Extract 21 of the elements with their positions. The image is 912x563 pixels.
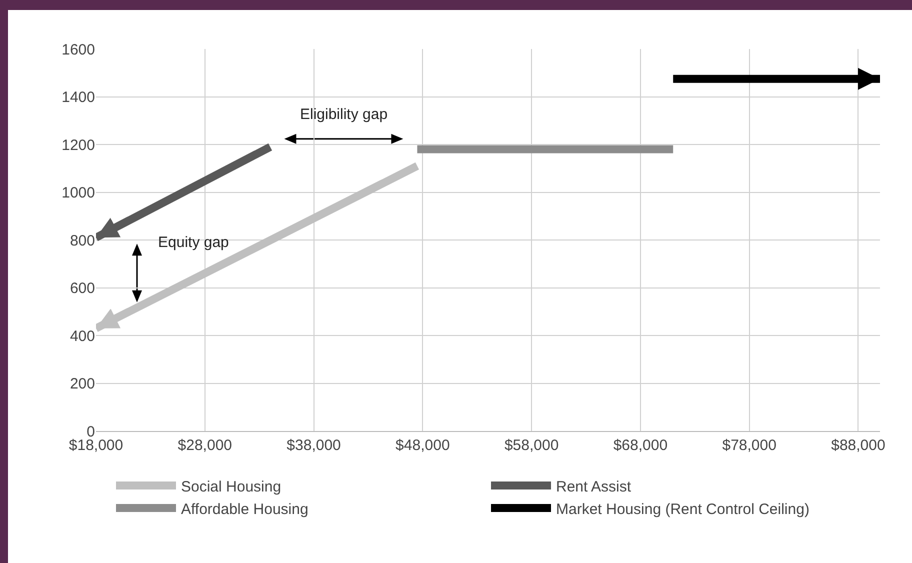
y-tick-label: 400 <box>70 328 95 345</box>
legend-label: Market Housing (Rent Control Ceiling) <box>556 500 810 518</box>
x-tick-label: $78,000 <box>722 437 776 454</box>
x-tick-label: $28,000 <box>178 437 232 454</box>
legend-label: Rent Assist <box>556 478 632 496</box>
x-tick-label: $58,000 <box>504 437 559 454</box>
y-tick-label: 1400 <box>62 89 95 106</box>
annotation: Equity gap <box>158 234 229 251</box>
y-tick-label: 1200 <box>62 136 95 154</box>
y-tick-label: 200 <box>70 376 95 392</box>
legend-label: Social Housing <box>181 478 282 496</box>
y-tick-label: 600 <box>70 280 95 297</box>
y-tick-label: 1600 <box>62 41 95 58</box>
x-tick-label: $68,000 <box>613 437 668 454</box>
legend-label: Affordable Housing <box>181 500 308 518</box>
x-tick-label: $88,000 <box>831 437 886 454</box>
x-tick-label: $48,000 <box>396 437 450 454</box>
x-tick-label: $38,000 <box>286 437 341 454</box>
y-tick-label: 800 <box>70 232 95 250</box>
annotation: Eligibility gap <box>300 106 388 123</box>
y-tick-label: 1000 <box>62 184 95 202</box>
